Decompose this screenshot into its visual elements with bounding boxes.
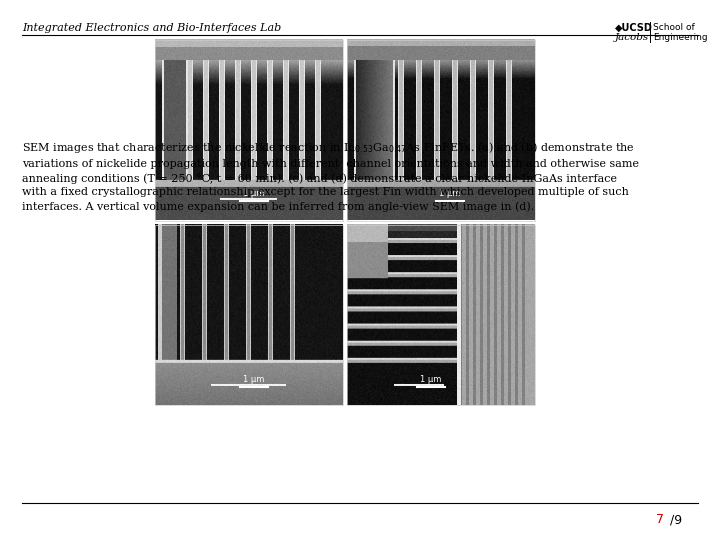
Text: 7: 7	[656, 514, 664, 526]
Bar	[347, 225, 535, 405]
Text: 1 μm: 1 μm	[243, 375, 264, 384]
Text: 1 μm: 1 μm	[420, 375, 441, 384]
Text: Integrated Electronics and Bio-Interfaces Lab: Integrated Electronics and Bio-Interface…	[22, 23, 282, 33]
Text: ◆UCSD: ◆UCSD	[615, 23, 653, 33]
Text: School of: School of	[653, 23, 695, 32]
Bar	[155, 40, 343, 220]
Text: /9: /9	[670, 514, 682, 526]
Bar	[155, 225, 343, 405]
Text: 1 μm: 1 μm	[438, 188, 460, 198]
Bar	[347, 40, 535, 220]
Text: 1 μm: 1 μm	[243, 188, 264, 198]
Text: SEM images that characterizes the nickelide reaction in In$_{0.53}$Ga$_{0.47}$As: SEM images that characterizes the nickel…	[22, 140, 639, 212]
Text: Jacobs: Jacobs	[615, 33, 649, 42]
Text: Engineering: Engineering	[653, 33, 708, 42]
